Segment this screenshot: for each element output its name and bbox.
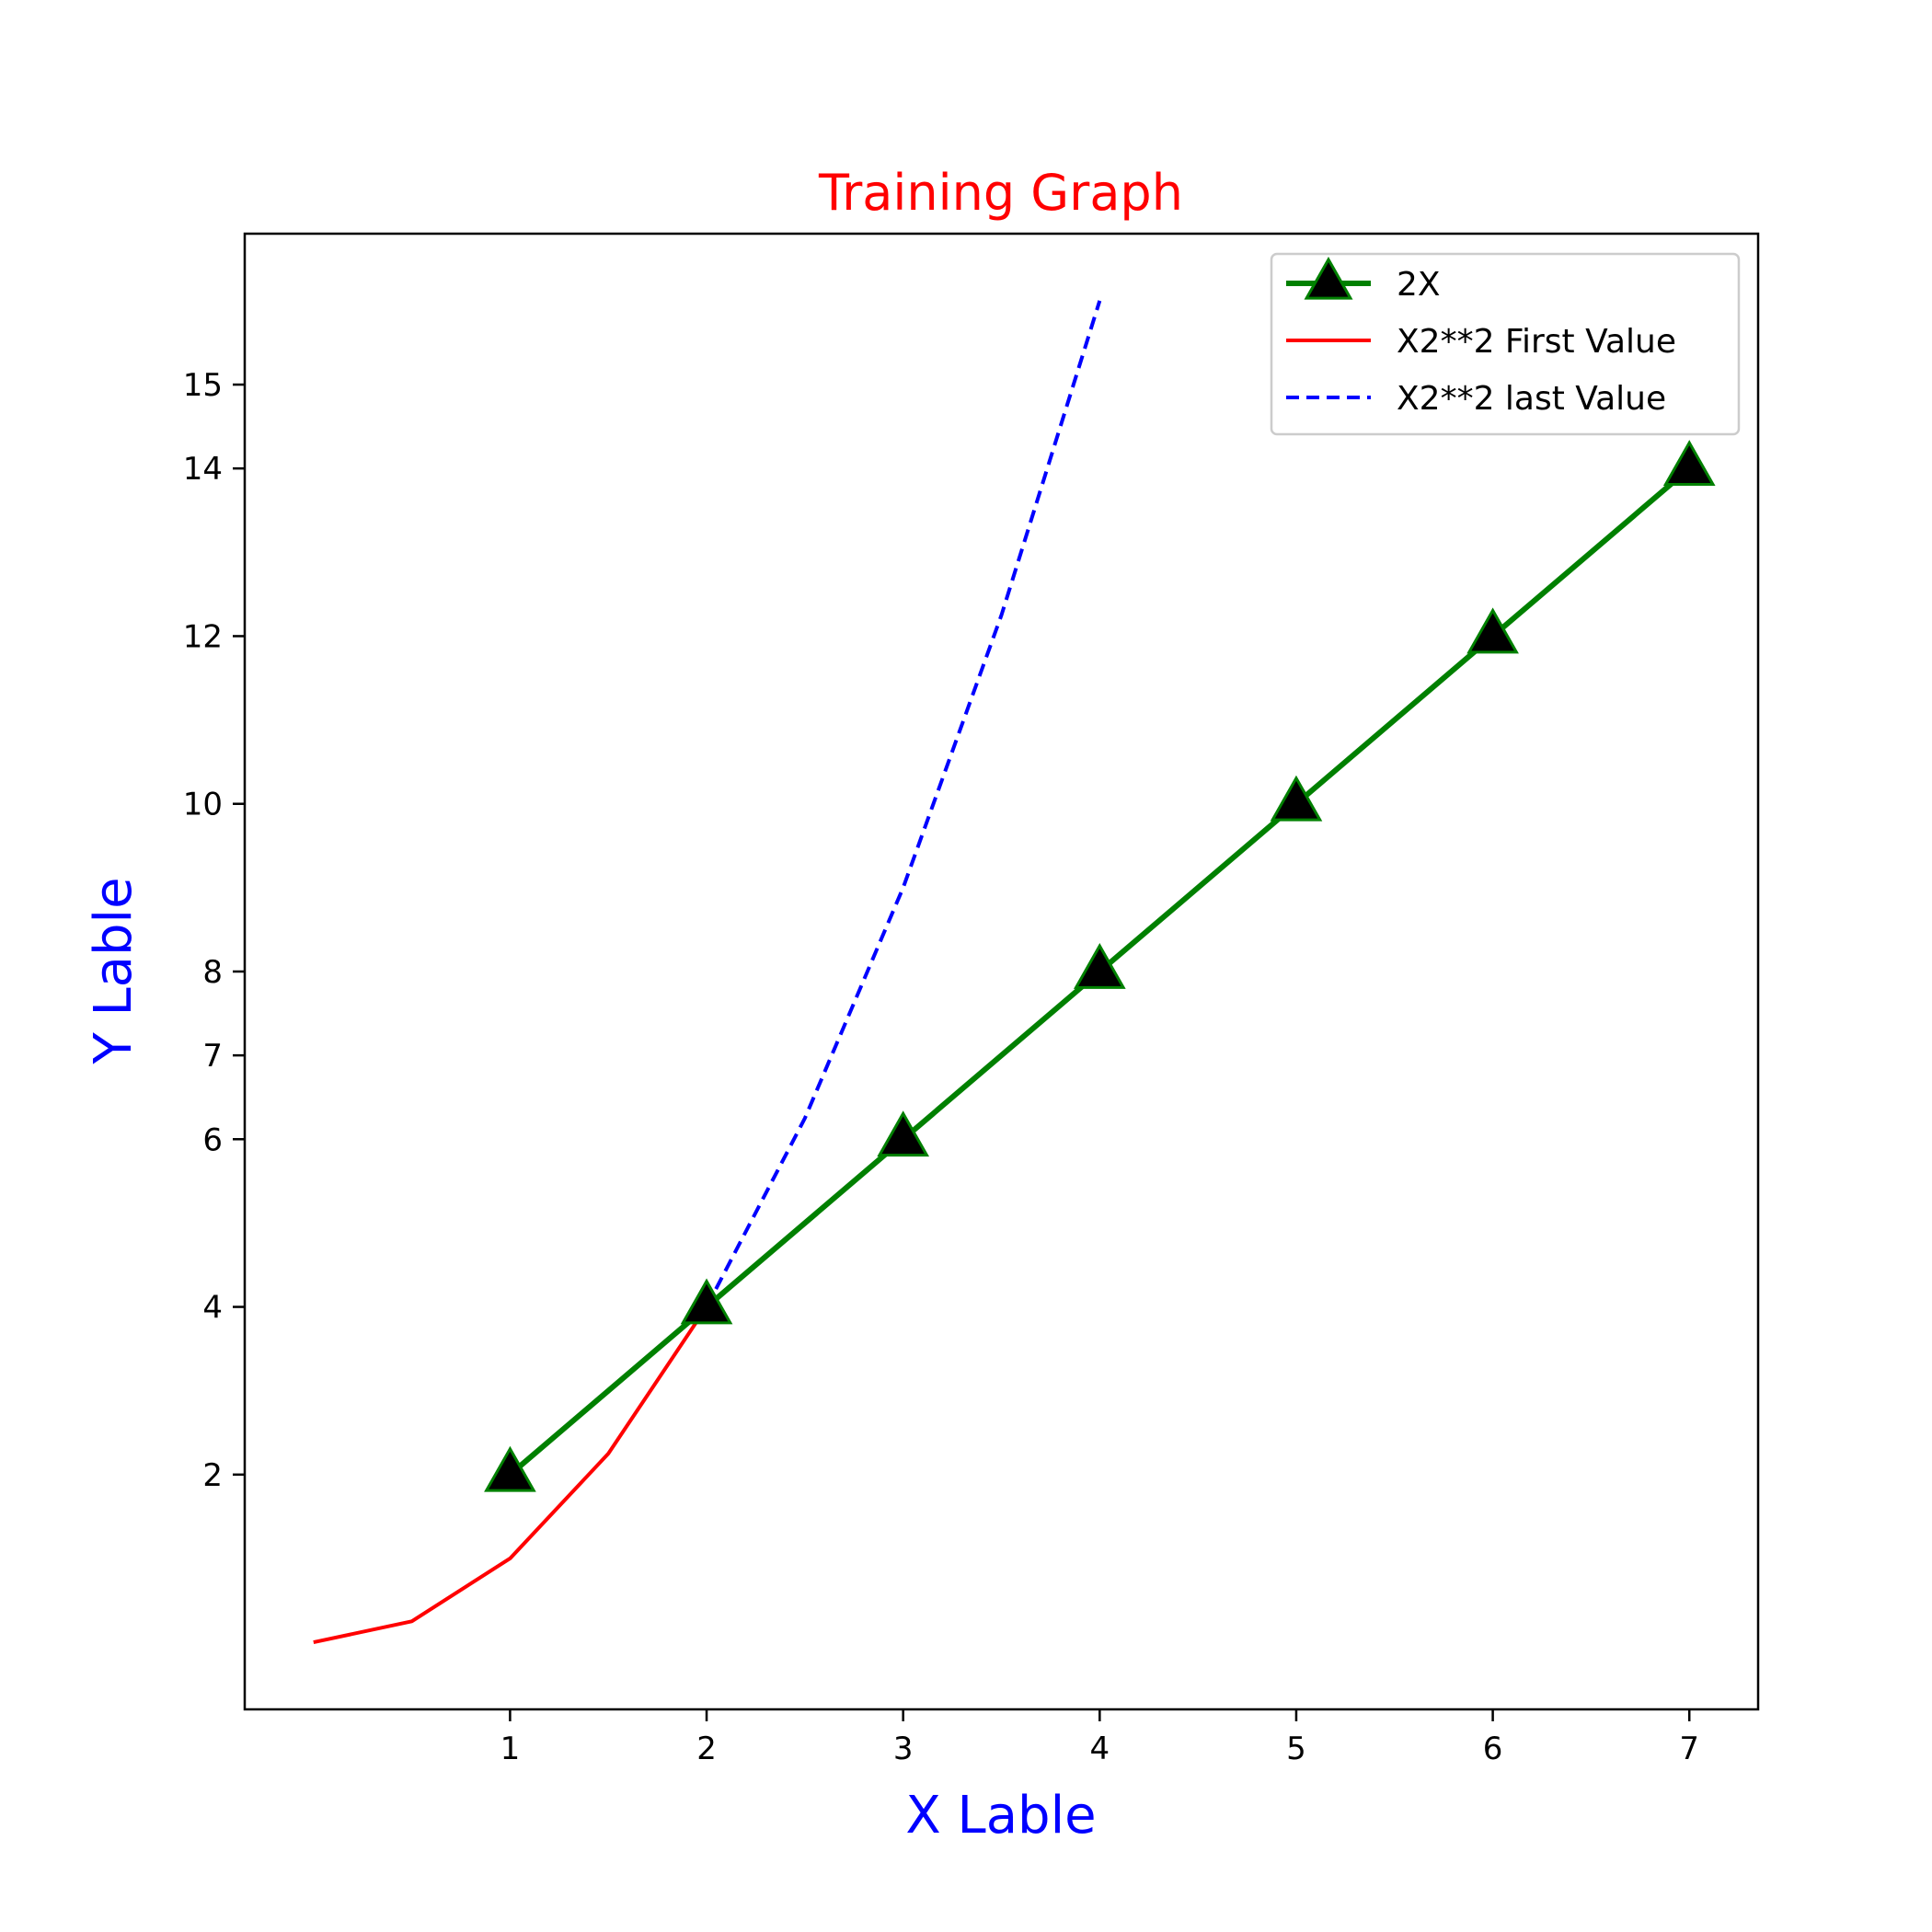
data-point-marker — [680, 1278, 733, 1325]
y-tick-label: 4 — [202, 1290, 223, 1327]
y-tick-label: 6 — [202, 1121, 223, 1158]
legend-label: X2**2 last Value — [1397, 380, 1666, 418]
y-tick-label: 12 — [183, 618, 223, 655]
legend-marker — [1304, 256, 1353, 300]
x-tick-label: 1 — [500, 1731, 521, 1767]
y-tick-label: 15 — [183, 367, 223, 404]
data-point-marker — [877, 1110, 930, 1157]
y-tick-label: 7 — [202, 1038, 223, 1075]
x-tick-label: 3 — [893, 1731, 914, 1767]
legend: 2X X2**2 First Value X2**2 last Value — [1270, 252, 1741, 436]
plot-area — [313, 300, 1716, 1645]
legend-label: 2X — [1397, 266, 1441, 304]
x-axis: 1 2 3 4 5 6 7 — [500, 1709, 1699, 1767]
y-axis: 2 4 6 7 8 10 12 14 15 — [183, 367, 245, 1494]
y-tick-label: 14 — [183, 451, 223, 488]
x-tick-label: 6 — [1483, 1731, 1503, 1767]
x-tick-label: 7 — [1679, 1731, 1699, 1767]
legend-label: X2**2 First Value — [1397, 323, 1676, 361]
data-point-marker — [1073, 942, 1126, 989]
y-axis-label: Y Lable — [84, 877, 144, 1064]
data-point-marker — [1270, 775, 1323, 822]
y-tick-label: 10 — [183, 787, 223, 823]
y-tick-label: 8 — [202, 954, 223, 991]
data-point-marker — [1466, 607, 1519, 654]
chart-title: Training Graph — [818, 164, 1183, 222]
x-tick-label: 2 — [696, 1731, 717, 1767]
series-line-2 — [313, 1305, 708, 1645]
x-tick-label: 4 — [1089, 1731, 1110, 1767]
y-tick-label: 2 — [202, 1457, 223, 1494]
data-point-marker — [1662, 440, 1716, 487]
x-axis-label: X Lable — [905, 1786, 1096, 1846]
x-tick-label: 5 — [1286, 1731, 1306, 1767]
data-point-marker — [484, 1445, 536, 1492]
legend-box — [1270, 252, 1741, 436]
series-line-3 — [705, 300, 1102, 1308]
